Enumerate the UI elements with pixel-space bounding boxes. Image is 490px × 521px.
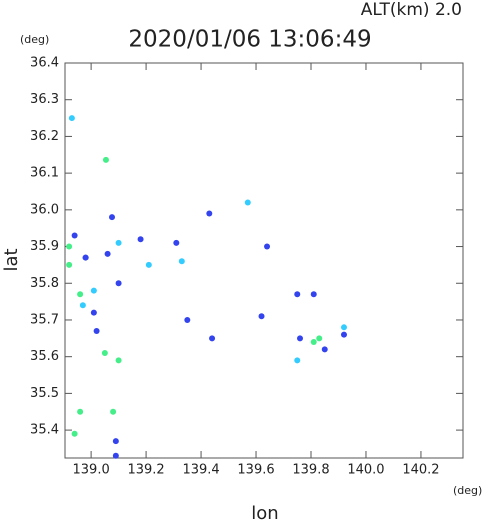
echo-point (101, 350, 108, 357)
y-tick-label: 36.3 (30, 92, 59, 107)
subtitle: ALT(km) 2.0 (361, 0, 462, 20)
echo-point (244, 199, 251, 206)
y-tick-label: 35.8 (30, 276, 59, 291)
y-tick-label: 36.1 (30, 166, 59, 181)
echo-point (66, 261, 73, 268)
x-tick-label: 139.6 (237, 463, 274, 478)
x-unit: (deg) (453, 484, 482, 497)
echo-point (90, 309, 97, 316)
echo-point (310, 338, 317, 345)
x-tick-label: 139.4 (182, 463, 219, 478)
echo-point (184, 316, 191, 323)
y-tick-label: 36.2 (30, 129, 59, 144)
echo-point (82, 254, 89, 261)
echo-point (77, 408, 84, 415)
echo-point (66, 243, 73, 250)
echo-point (206, 210, 213, 217)
echo-point (71, 232, 78, 239)
echo-point (112, 452, 119, 459)
echo-point (104, 250, 111, 257)
echo-point (90, 287, 97, 294)
echo-point (93, 327, 100, 334)
echo-point (110, 408, 117, 415)
echo-point (79, 302, 86, 309)
echo-point (112, 438, 119, 445)
echo-point (297, 335, 304, 342)
echo-point (321, 346, 328, 353)
echo-point (294, 291, 301, 298)
echo-point (310, 291, 317, 298)
echo-point (209, 335, 216, 342)
echo-point (71, 430, 78, 437)
echo-point (258, 313, 265, 320)
y-tick-label: 36.0 (30, 202, 59, 217)
echo-point (178, 258, 185, 265)
echo-point (115, 280, 122, 287)
x-tick-label: 139.2 (127, 463, 164, 478)
y-unit: (deg) (20, 33, 49, 46)
x-axis-label: lon (251, 503, 278, 521)
y-tick-label: 35.6 (30, 349, 59, 364)
plot-frame (64, 62, 464, 459)
y-tick-label: 35.4 (30, 423, 59, 438)
echo-point (137, 236, 144, 243)
y-tick-label: 35.7 (30, 312, 59, 327)
y-tick-label: 36.4 (30, 56, 59, 71)
y-axis-label: lat (1, 248, 22, 271)
x-tick-label: 140.2 (402, 463, 439, 478)
y-tick-label: 35.5 (30, 386, 59, 401)
echo-point (340, 331, 347, 338)
echo-point (340, 324, 347, 331)
echo-point (115, 239, 122, 246)
x-tick-label: 140.0 (347, 463, 384, 478)
echo-point (68, 115, 75, 122)
x-tick-label: 139.8 (292, 463, 329, 478)
echo-point (316, 335, 323, 342)
x-tick-label: 139.0 (73, 463, 110, 478)
echo-point (115, 357, 122, 364)
echo-point (109, 214, 116, 221)
echo-point (77, 291, 84, 298)
echo-point (145, 261, 152, 268)
echo-point (173, 239, 180, 246)
echo-point (264, 243, 271, 250)
echo-point (102, 156, 109, 163)
y-tick-label: 35.9 (30, 239, 59, 254)
chart-title: 2020/01/06 13:06:49 (128, 27, 371, 53)
echo-point (294, 357, 301, 364)
